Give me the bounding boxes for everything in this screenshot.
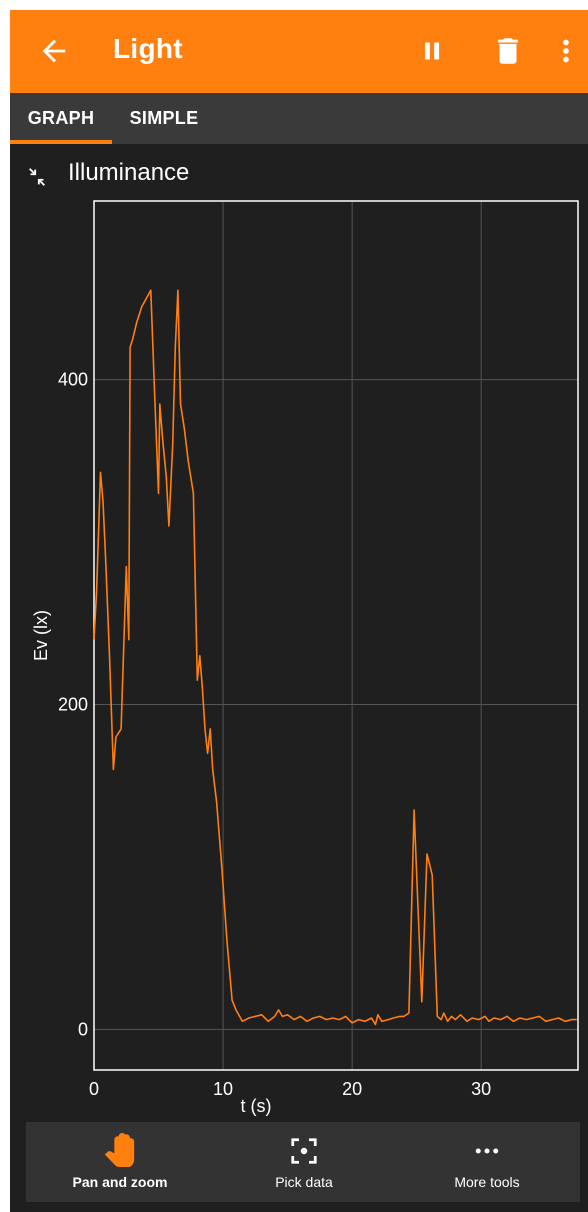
pick-data-button[interactable]: Pick data	[214, 1122, 394, 1202]
y-tick-label: 200	[58, 695, 88, 715]
y-axis-label: Ev (lx)	[31, 610, 51, 661]
more-vert-icon[interactable]	[554, 34, 578, 68]
hand-icon	[104, 1133, 135, 1167]
app-bar: Light	[10, 10, 588, 93]
x-tick-label: 10	[213, 1079, 233, 1099]
y-tick-label: 400	[58, 370, 88, 390]
active-tab-indicator	[10, 140, 112, 144]
y-tick-label: 0	[78, 1019, 88, 1039]
focus-point-icon	[291, 1138, 317, 1164]
x-tick-label: 30	[471, 1079, 491, 1099]
tab-bar: GRAPH SIMPLE	[10, 93, 588, 144]
x-tick-label: 0	[89, 1079, 99, 1099]
more-horiz-icon	[475, 1148, 499, 1154]
x-tick-label: 20	[342, 1079, 362, 1099]
more-tools-label: More tools	[454, 1174, 520, 1190]
pause-icon[interactable]	[415, 34, 449, 68]
tab-simple[interactable]: SIMPLE	[129, 108, 199, 128]
pick-data-label: Pick data	[275, 1174, 333, 1190]
phone-screen: Light GRAPH SIMPLE Illuminance 0 10 20 30 0 2…	[10, 10, 588, 1212]
graph-title: Illuminance	[68, 159, 190, 186]
trash-icon[interactable]	[491, 34, 525, 68]
back-arrow-icon[interactable]	[37, 34, 71, 68]
tab-graph[interactable]: GRAPH	[27, 108, 95, 128]
bottom-toolbar: Pan and zoom Pick data More tools	[26, 1122, 580, 1202]
pan-and-zoom-button[interactable]: Pan and zoom	[26, 1122, 214, 1202]
collapse-icon[interactable]	[26, 166, 48, 188]
illuminance-series-line	[93, 289, 577, 1026]
illuminance-chart[interactable]: 0 10 20 30 0 200 400 t (s) Ev (lx)	[10, 190, 588, 1120]
page-title: Light	[113, 33, 183, 64]
x-axis-label: t (s)	[241, 1096, 272, 1116]
pan-and-zoom-label: Pan and zoom	[72, 1174, 168, 1190]
plot-frame	[93, 200, 579, 1071]
more-tools-button[interactable]: More tools	[394, 1122, 580, 1202]
